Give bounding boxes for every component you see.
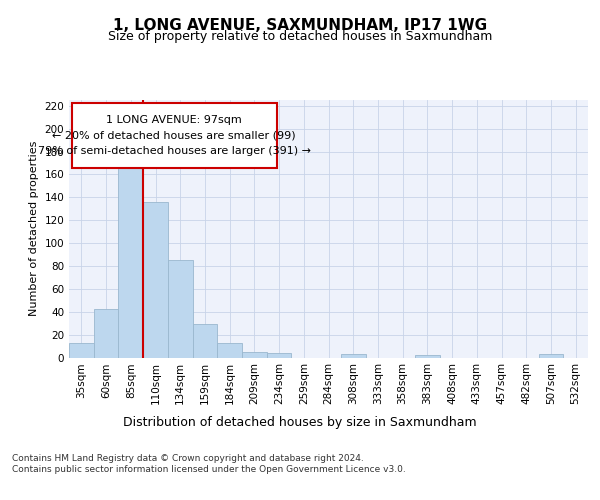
Bar xyxy=(415,355,440,358)
Bar xyxy=(118,164,143,358)
Bar xyxy=(168,260,193,358)
Text: Distribution of detached houses by size in Saxmundham: Distribution of detached houses by size … xyxy=(123,416,477,429)
Bar xyxy=(341,354,365,358)
FancyBboxPatch shape xyxy=(71,102,277,168)
Text: Contains HM Land Registry data © Crown copyright and database right 2024.
Contai: Contains HM Land Registry data © Crown c… xyxy=(12,454,406,473)
Bar xyxy=(242,352,267,358)
Bar xyxy=(539,354,563,358)
Text: 1, LONG AVENUE, SAXMUNDHAM, IP17 1WG: 1, LONG AVENUE, SAXMUNDHAM, IP17 1WG xyxy=(113,18,487,32)
Text: 1 LONG AVENUE: 97sqm
← 20% of detached houses are smaller (99)
79% of semi-detac: 1 LONG AVENUE: 97sqm ← 20% of detached h… xyxy=(38,115,311,156)
Text: Size of property relative to detached houses in Saxmundham: Size of property relative to detached ho… xyxy=(108,30,492,43)
Bar xyxy=(193,324,217,358)
Bar xyxy=(267,353,292,358)
Y-axis label: Number of detached properties: Number of detached properties xyxy=(29,141,39,316)
Bar xyxy=(217,342,242,357)
Bar xyxy=(94,310,118,358)
Bar xyxy=(69,342,94,357)
Bar xyxy=(143,202,168,358)
